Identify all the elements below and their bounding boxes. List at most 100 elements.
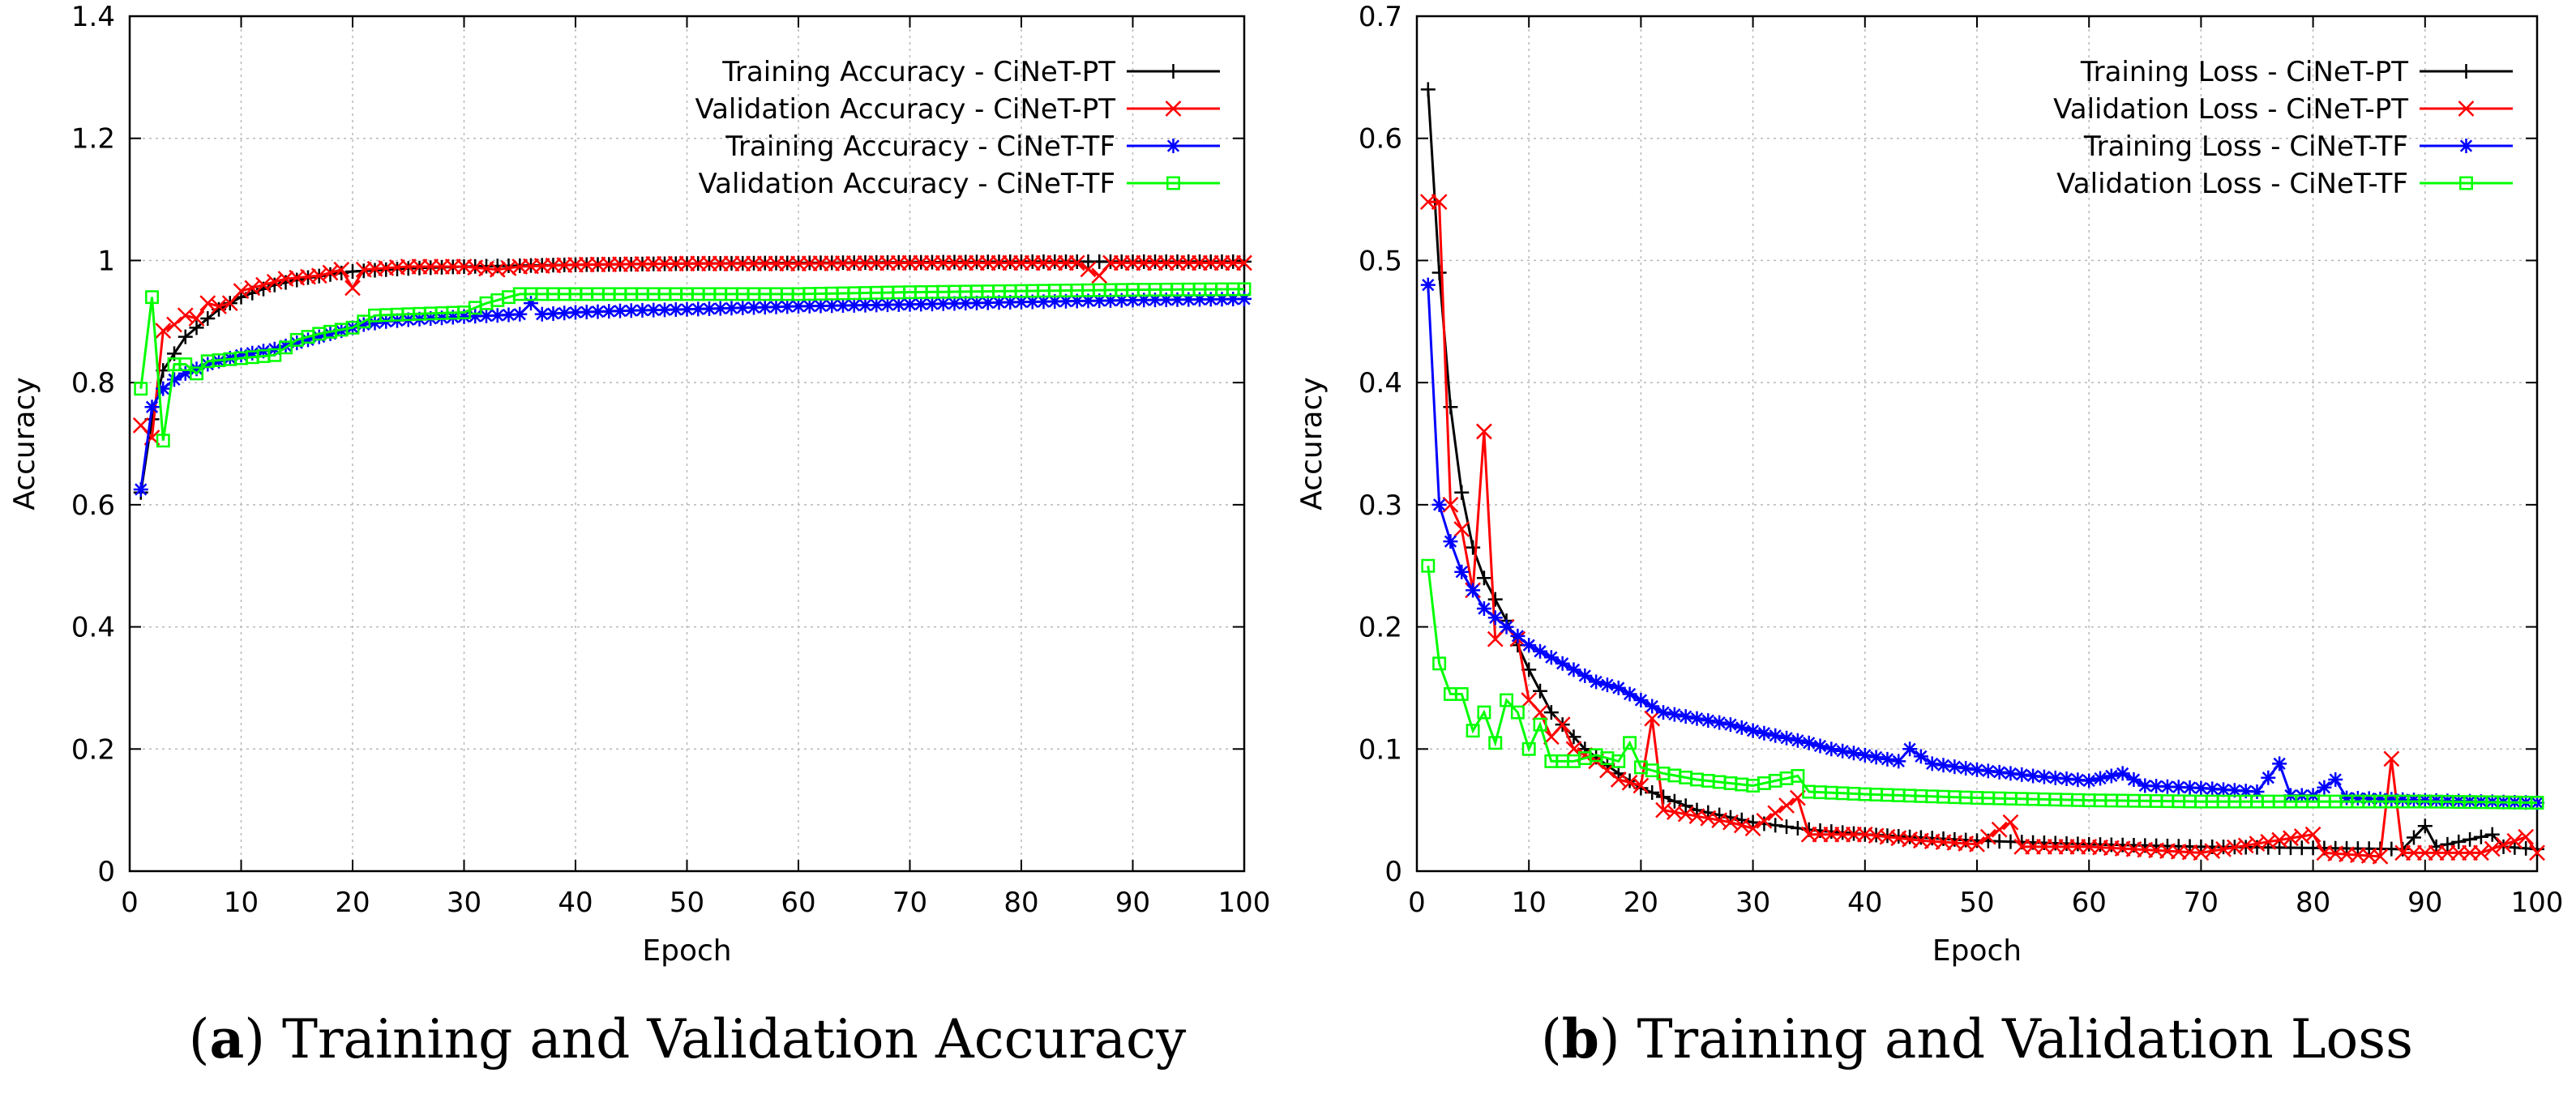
data-point [2473, 829, 2488, 844]
data-point [2394, 844, 2411, 861]
data-point [189, 320, 204, 335]
data-point [1722, 814, 1739, 831]
data-point [2406, 793, 2421, 808]
legend-marker [2459, 176, 2473, 190]
data-point [2339, 790, 2355, 806]
data-point [1466, 540, 1481, 555]
data-point [1633, 693, 1649, 707]
data-point [991, 295, 1007, 310]
y-tick-label: 1.2 [71, 123, 115, 156]
data-point [1036, 294, 1051, 310]
data-point [1476, 571, 1491, 586]
data-point [1125, 293, 1140, 308]
data-point [2373, 791, 2388, 806]
data-point [1768, 728, 1783, 743]
data-point [1667, 793, 1682, 809]
data-point [267, 348, 282, 362]
data-point [1420, 82, 1436, 97]
x-tick-label: 20 [335, 887, 370, 919]
data-point [1947, 759, 1962, 775]
y-tick-label: 0 [97, 856, 115, 888]
data-point [1846, 826, 1862, 843]
x-tick-label: 70 [2184, 887, 2219, 919]
figure-caption: (b) Training and Validation Loss [1541, 1007, 2413, 1070]
x-axis-label: Epoch [1932, 934, 2022, 968]
data-point [1667, 707, 1682, 722]
legend: Training Accuracy - CiNeT-PT Validation A… [695, 56, 1220, 200]
data-point [824, 298, 840, 314]
data-point [1857, 747, 1872, 763]
data-point [2406, 844, 2422, 861]
data-point [802, 298, 817, 314]
data-point [1645, 699, 1660, 714]
data-point [1533, 717, 1547, 732]
data-point [188, 310, 205, 327]
x-tick-label: 40 [558, 887, 593, 919]
y-axis-label: Accuracy [1295, 377, 1329, 510]
data-point [2506, 832, 2523, 849]
data-point [1454, 485, 1470, 500]
data-point [1733, 817, 1750, 834]
data-point [1237, 282, 1252, 297]
data-point [1969, 835, 1985, 853]
data-point [1554, 716, 1571, 733]
data-point [1744, 820, 1761, 837]
data-point [356, 317, 371, 332]
data-point [568, 305, 583, 320]
data-point [2159, 779, 2175, 794]
data-point [1487, 592, 1503, 607]
data-point [244, 280, 261, 297]
data-point [311, 329, 327, 344]
legend-marker [2458, 64, 2474, 79]
data-point [2093, 771, 2108, 786]
data-point [2082, 773, 2097, 788]
data-point [1431, 194, 1448, 210]
data-point [178, 329, 193, 344]
legend-marker [1166, 139, 1181, 153]
series-line [139, 297, 1245, 490]
data-point [1443, 400, 1458, 415]
data-point [301, 332, 315, 348]
data-point [2103, 768, 2119, 784]
data-point [657, 302, 672, 318]
x-tick-label: 30 [447, 887, 481, 919]
data-point [199, 295, 216, 312]
data-point [1621, 774, 1638, 791]
data-point [333, 261, 350, 278]
data-point [2317, 780, 2332, 795]
data-point [1454, 564, 1470, 579]
data-point [1610, 771, 1627, 788]
y-tick-label: 0 [1384, 856, 1402, 888]
y-tick-label: 0.4 [1359, 367, 1402, 400]
data-point [144, 400, 160, 415]
data-point [1500, 693, 1514, 707]
data-point [1421, 558, 1436, 573]
data-point [1181, 292, 1196, 307]
legend-label: Training Accuracy - CiNeT-PT [721, 56, 1115, 88]
data-point [1812, 738, 1828, 754]
data-point [279, 340, 293, 355]
data-point [846, 297, 862, 313]
data-point [2249, 784, 2265, 800]
data-point [1510, 705, 1525, 720]
legend-label: Training Loss - CiNeT-TF [2083, 130, 2408, 163]
data-point [1611, 754, 1626, 768]
y-tick-label: 0.2 [1359, 612, 1402, 644]
data-point [724, 301, 739, 316]
data-point [947, 296, 962, 311]
data-point [512, 306, 528, 322]
data-point [2227, 783, 2242, 798]
legend-marker [1166, 64, 1181, 79]
data-point [1521, 638, 1537, 653]
data-point [1533, 643, 1548, 659]
data-point [2417, 793, 2433, 808]
data-point [1091, 267, 1108, 284]
data-point [1466, 583, 1481, 598]
data-point [2171, 780, 2186, 795]
data-point [590, 304, 605, 319]
data-point [490, 308, 505, 323]
legend-label: Validation Accuracy - CiNeT-PT [695, 93, 1115, 126]
data-point [211, 298, 227, 314]
data-point [133, 482, 148, 498]
